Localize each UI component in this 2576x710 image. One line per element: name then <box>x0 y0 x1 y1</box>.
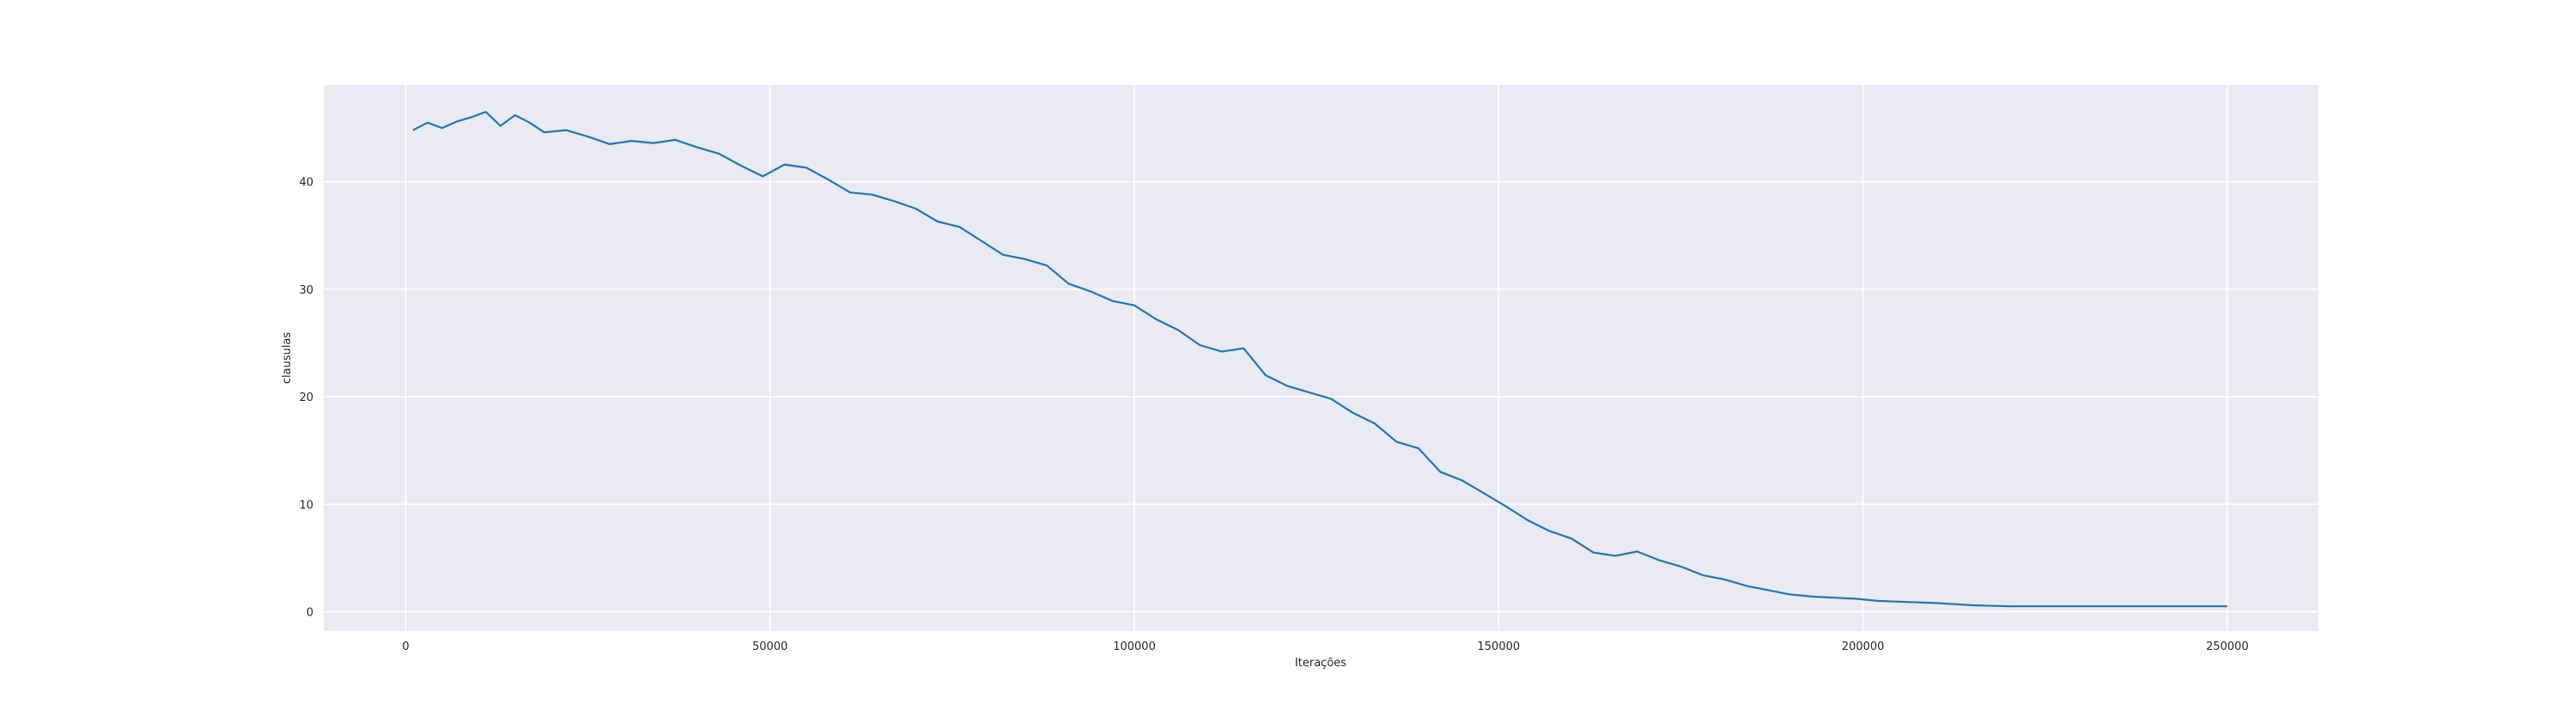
x-tick-label: 50000 <box>752 640 787 653</box>
y-tick-label: 40 <box>299 177 313 190</box>
plot-background <box>324 85 2318 631</box>
x-axis-ticks: 0 50000 100000 150000 200000 250000 <box>402 640 2248 653</box>
y-tick-label: 30 <box>299 284 313 297</box>
series-line <box>412 111 2227 608</box>
y-tick-label: 0 <box>307 606 313 619</box>
x-axis-label: Iterações <box>1295 657 1346 670</box>
y-tick-label: 20 <box>299 391 313 404</box>
x-tick-label: 150000 <box>1478 640 1521 653</box>
y-axis-label: clausulas <box>281 332 294 385</box>
x-tick-label: 200000 <box>1842 640 1885 653</box>
y-tick-label: 10 <box>299 499 313 512</box>
x-tick-label: 0 <box>402 640 409 653</box>
x-tick-label: 250000 <box>2206 640 2249 653</box>
x-tick-label: 100000 <box>1113 640 1156 653</box>
y-axis-ticks: 0 10 20 30 40 <box>299 177 313 620</box>
